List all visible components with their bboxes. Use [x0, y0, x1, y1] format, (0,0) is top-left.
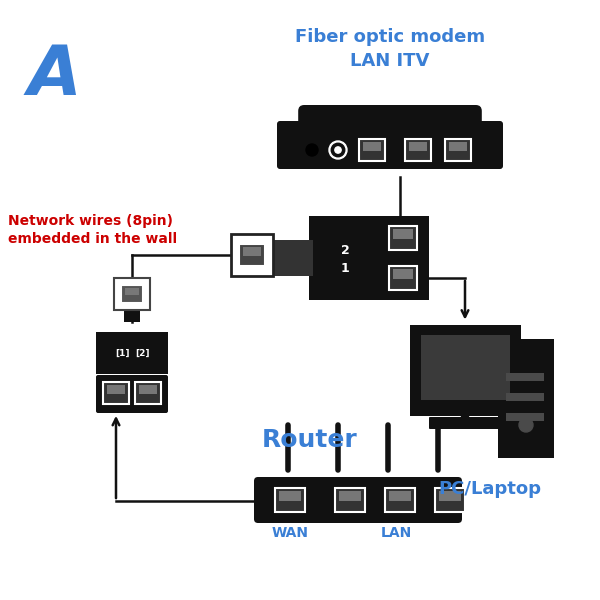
Bar [393, 269, 413, 279]
FancyBboxPatch shape [435, 488, 465, 512]
Text: 1: 1 [341, 262, 349, 275]
FancyBboxPatch shape [96, 332, 168, 374]
Text: A: A [28, 42, 82, 109]
Circle shape [519, 418, 533, 432]
Circle shape [306, 144, 318, 156]
FancyBboxPatch shape [239, 244, 265, 266]
Circle shape [329, 141, 347, 159]
FancyBboxPatch shape [421, 335, 509, 400]
Text: PC/Laptop: PC/Laptop [439, 480, 542, 498]
FancyBboxPatch shape [385, 488, 415, 512]
FancyBboxPatch shape [335, 488, 365, 512]
FancyBboxPatch shape [389, 226, 417, 250]
Bar [363, 142, 381, 151]
FancyBboxPatch shape [269, 240, 313, 276]
Bar [107, 385, 125, 394]
Text: 2: 2 [341, 244, 349, 257]
Circle shape [331, 143, 345, 157]
Bar [439, 491, 461, 501]
FancyBboxPatch shape [359, 139, 385, 161]
FancyBboxPatch shape [103, 382, 129, 404]
FancyBboxPatch shape [231, 234, 273, 276]
Bar [339, 491, 361, 501]
Text: Network wires (8pin)
embedded in the wall: Network wires (8pin) embedded in the wal… [8, 214, 177, 246]
Bar [449, 142, 467, 151]
FancyBboxPatch shape [121, 285, 143, 303]
Bar [243, 247, 261, 256]
Bar [506, 393, 544, 401]
Bar [409, 142, 427, 151]
Bar [124, 308, 140, 322]
FancyBboxPatch shape [277, 121, 503, 169]
FancyBboxPatch shape [405, 139, 431, 161]
FancyBboxPatch shape [389, 266, 417, 290]
Bar [139, 385, 157, 394]
Circle shape [335, 147, 341, 153]
FancyBboxPatch shape [114, 278, 150, 310]
FancyBboxPatch shape [96, 375, 168, 413]
FancyBboxPatch shape [135, 382, 161, 404]
Bar [389, 491, 411, 501]
FancyBboxPatch shape [275, 488, 305, 512]
FancyBboxPatch shape [409, 325, 521, 415]
Text: Fiber optic modem
LAN ITV: Fiber optic modem LAN ITV [295, 28, 485, 70]
FancyBboxPatch shape [309, 216, 381, 300]
Text: LAN: LAN [380, 526, 412, 540]
Text: Router: Router [262, 428, 358, 452]
FancyBboxPatch shape [498, 338, 554, 457]
FancyBboxPatch shape [377, 216, 429, 300]
FancyBboxPatch shape [429, 417, 501, 429]
Bar [279, 491, 301, 501]
Bar [393, 229, 413, 239]
Bar [125, 288, 139, 295]
Text: [1]: [1] [115, 349, 129, 358]
FancyBboxPatch shape [445, 139, 471, 161]
FancyBboxPatch shape [254, 477, 462, 523]
Text: [2]: [2] [135, 349, 149, 358]
Text: WAN: WAN [271, 526, 308, 540]
FancyBboxPatch shape [298, 105, 482, 146]
Bar [506, 413, 544, 421]
Bar [506, 373, 544, 381]
